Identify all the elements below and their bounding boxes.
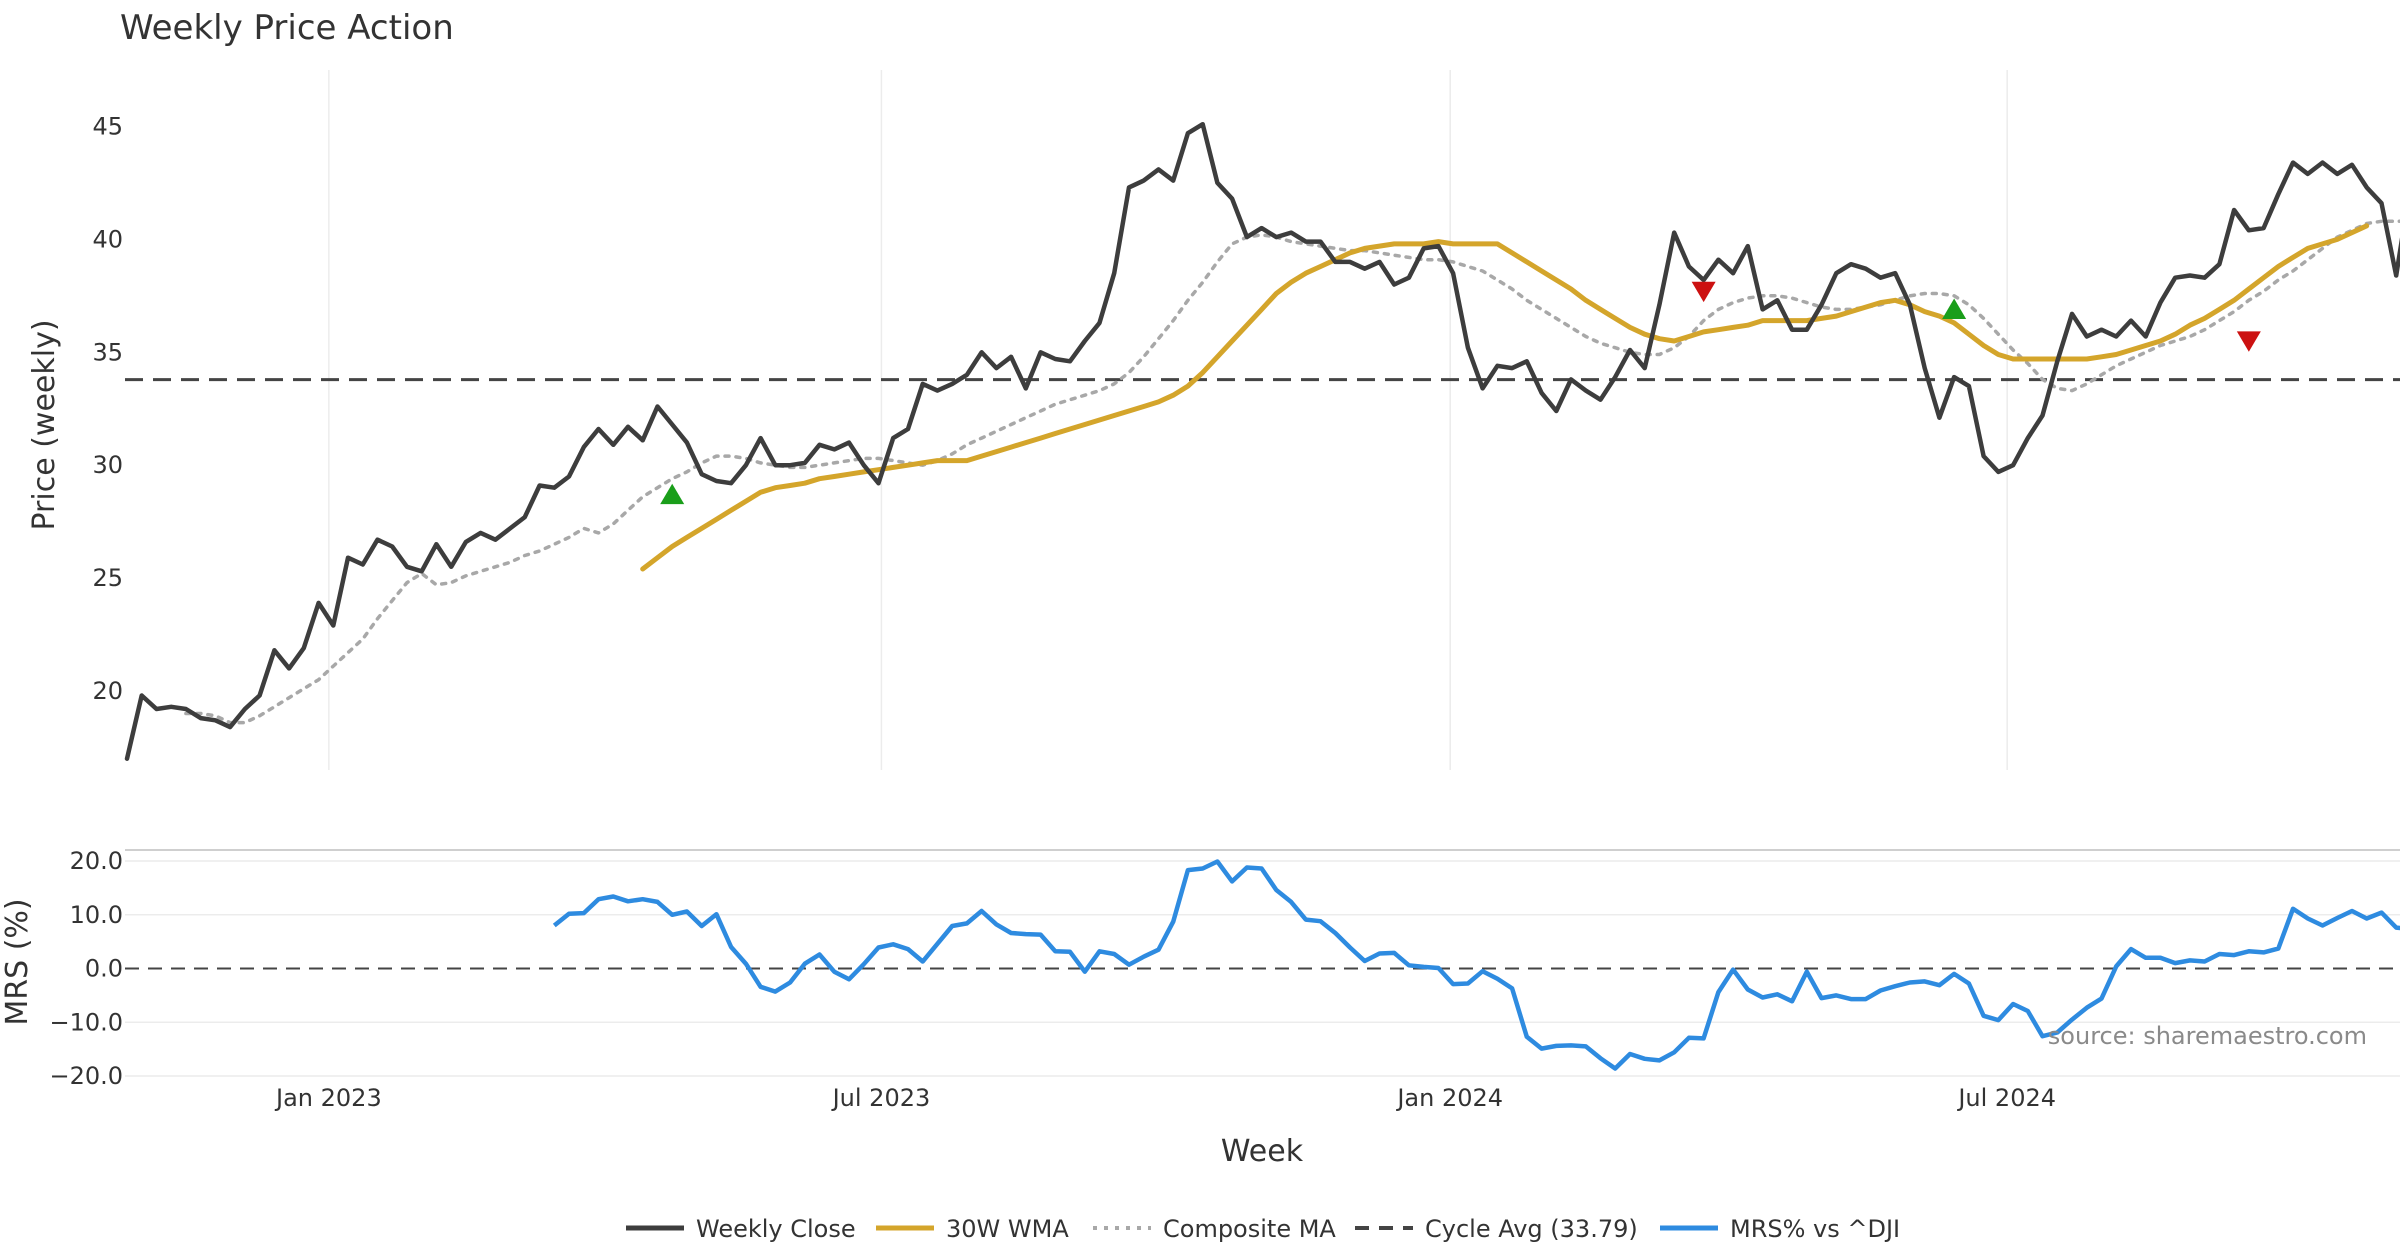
mrs-y-ticks: 20.0 10.0 0.0 −10.0 −20.0 bbox=[49, 847, 123, 1090]
legend-label: Weekly Close bbox=[696, 1215, 856, 1243]
gridlines bbox=[125, 70, 2400, 1077]
sell-signal-marker bbox=[1691, 281, 1716, 303]
signal-markers bbox=[660, 281, 2261, 505]
x-tick-label: Jul 2024 bbox=[1956, 1084, 2056, 1112]
buy-signal-marker bbox=[660, 483, 685, 505]
series-lines bbox=[124, 121, 2400, 1071]
x-tick-label: Jan 2024 bbox=[1395, 1084, 1503, 1112]
price-tick-label: 30 bbox=[92, 451, 123, 479]
x-axis-label: Week bbox=[1221, 1134, 1304, 1169]
mrs-tick-label: 20.0 bbox=[70, 847, 123, 875]
buy-signal-marker bbox=[1942, 298, 1967, 319]
price-tick-label: 35 bbox=[92, 338, 123, 366]
mrs-tick-label: 10.0 bbox=[70, 901, 123, 929]
mrs-line bbox=[552, 859, 2400, 1071]
source-note: source: sharemaestro.com bbox=[2048, 1022, 2367, 1050]
price-tick-label: 40 bbox=[92, 225, 123, 253]
reference-lines bbox=[125, 378, 2400, 970]
mrs-tick-label: −20.0 bbox=[49, 1062, 123, 1090]
mrs-y-axis-label: MRS (%) bbox=[0, 898, 35, 1025]
price-tick-label: 25 bbox=[92, 564, 123, 592]
price-tick-label: 45 bbox=[92, 112, 123, 140]
legend-label: MRS% vs ^DJI bbox=[1730, 1215, 1900, 1243]
weekly-close-line bbox=[124, 121, 2400, 761]
chart-title: Weekly Price Action bbox=[120, 8, 454, 48]
legend-label: Cycle Avg (33.79) bbox=[1425, 1215, 1638, 1243]
composite-ma-line bbox=[184, 219, 2400, 725]
mrs-tick-label: 0.0 bbox=[85, 955, 123, 983]
price-y-ticks: 20 25 30 35 40 45 bbox=[92, 112, 123, 705]
mrs-tick-label: −10.0 bbox=[49, 1008, 123, 1036]
legend-label: Composite MA bbox=[1163, 1215, 1336, 1243]
wma-30w-line bbox=[640, 223, 2370, 572]
x-tick-label: Jan 2023 bbox=[274, 1084, 382, 1112]
price-tick-label: 20 bbox=[92, 677, 123, 705]
price-y-axis-label: Price (weekly) bbox=[27, 319, 62, 530]
legend[interactable]: Weekly Close 30W WMA Composite MA Cycle Avg… bbox=[626, 1215, 1900, 1243]
legend-label: 30W WMA bbox=[946, 1215, 1069, 1243]
x-tick-label: Jul 2023 bbox=[831, 1084, 931, 1112]
sell-signal-marker bbox=[2236, 331, 2261, 352]
